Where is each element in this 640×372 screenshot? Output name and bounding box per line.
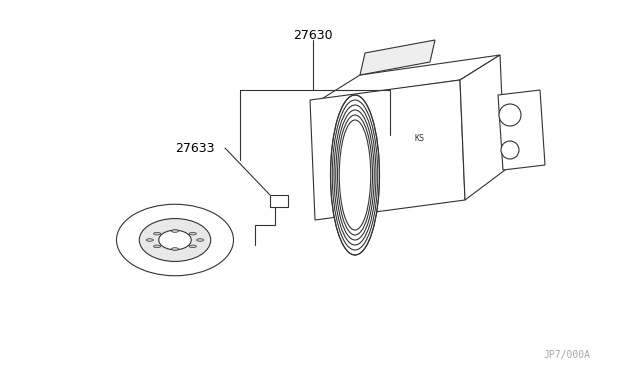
Polygon shape [498, 90, 545, 170]
Polygon shape [320, 55, 500, 100]
Polygon shape [460, 55, 505, 200]
Ellipse shape [330, 95, 380, 255]
Ellipse shape [196, 239, 204, 241]
Ellipse shape [154, 245, 161, 248]
Ellipse shape [499, 104, 521, 126]
Ellipse shape [140, 219, 211, 262]
Text: JP7/000A: JP7/000A [543, 350, 590, 360]
Ellipse shape [154, 232, 161, 235]
Ellipse shape [189, 245, 196, 248]
Ellipse shape [189, 232, 196, 235]
Ellipse shape [172, 248, 179, 250]
Polygon shape [310, 80, 465, 220]
Ellipse shape [116, 204, 234, 276]
Text: KS: KS [415, 134, 425, 142]
Ellipse shape [172, 230, 179, 232]
Bar [270, 195, 288, 207]
Ellipse shape [146, 239, 154, 241]
Ellipse shape [501, 141, 519, 159]
Polygon shape [360, 40, 435, 75]
Ellipse shape [159, 230, 191, 250]
Text: 27633: 27633 [175, 141, 215, 154]
Text: 27630: 27630 [293, 29, 333, 42]
